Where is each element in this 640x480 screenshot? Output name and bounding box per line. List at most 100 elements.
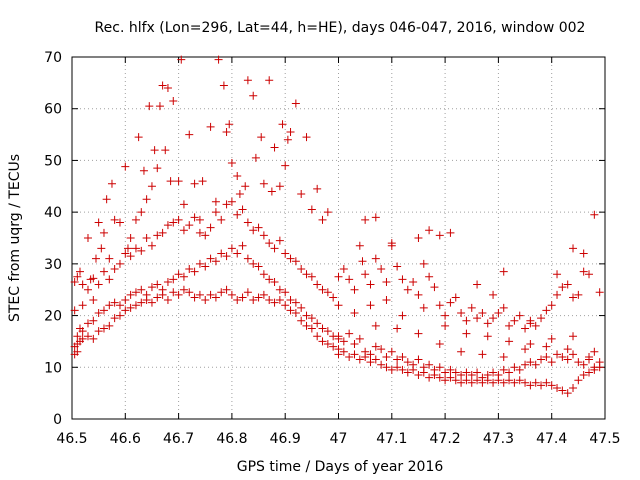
data-point	[419, 368, 428, 377]
data-point	[553, 383, 562, 392]
data-point	[478, 308, 487, 317]
y-tick-label: 10	[44, 360, 62, 376]
data-point	[153, 164, 162, 173]
data-point	[537, 355, 546, 364]
data-point	[217, 249, 226, 258]
data-point	[505, 321, 514, 330]
data-point	[478, 350, 487, 359]
data-point	[398, 311, 407, 320]
data-point	[219, 81, 228, 90]
data-point	[254, 223, 263, 232]
data-point	[387, 347, 396, 356]
data-point	[286, 254, 295, 263]
data-point	[393, 324, 402, 333]
data-point	[233, 296, 242, 305]
data-point	[313, 332, 322, 341]
data-point	[563, 280, 572, 289]
data-point	[297, 303, 306, 312]
data-point	[126, 290, 135, 299]
data-point	[137, 246, 146, 255]
data-point	[318, 285, 327, 294]
y-tick-labels: 0 10 20 30 40 50 60 70	[44, 50, 62, 428]
data-point	[254, 262, 263, 271]
data-point	[462, 329, 471, 338]
data-point	[323, 340, 332, 349]
data-point	[105, 301, 114, 310]
data-point	[281, 288, 290, 297]
data-point	[99, 267, 108, 276]
data-point	[358, 257, 367, 266]
data-point	[139, 166, 148, 175]
data-point	[73, 272, 82, 281]
data-point	[126, 303, 135, 312]
data-point	[350, 285, 359, 294]
data-point	[553, 350, 562, 359]
data-point	[441, 368, 450, 377]
data-point	[307, 272, 316, 281]
data-point	[371, 342, 380, 351]
data-point	[510, 378, 519, 387]
data-point	[393, 262, 402, 271]
data-point	[355, 355, 364, 364]
data-point	[227, 159, 236, 168]
data-point	[515, 311, 524, 320]
data-point	[323, 327, 332, 336]
data-point	[102, 195, 111, 204]
data-point	[211, 257, 220, 266]
data-point	[270, 277, 279, 286]
data-point	[275, 296, 284, 305]
data-point	[123, 244, 132, 253]
data-point	[238, 241, 247, 250]
data-point	[278, 120, 287, 129]
data-point	[297, 265, 306, 274]
data-point	[398, 365, 407, 374]
data-point	[169, 288, 178, 297]
data-point	[142, 234, 151, 242]
data-point	[377, 345, 386, 354]
data-point	[590, 347, 599, 356]
data-point	[318, 324, 327, 333]
data-point	[217, 215, 226, 224]
data-point	[542, 342, 551, 351]
data-point	[409, 277, 418, 286]
data-point	[590, 210, 599, 219]
data-point	[121, 249, 130, 258]
data-point	[473, 376, 482, 385]
data-point	[206, 122, 215, 131]
data-point	[105, 321, 114, 330]
data-point	[94, 308, 103, 317]
data-point	[222, 200, 231, 209]
data-point	[190, 267, 199, 276]
data-point	[547, 301, 556, 310]
data-point	[254, 293, 263, 302]
data-point	[361, 352, 370, 361]
data-point	[265, 275, 274, 284]
data-point	[526, 340, 535, 349]
data-point	[185, 221, 194, 230]
x-tick-label: 47	[330, 431, 348, 447]
data-point	[499, 365, 508, 374]
data-point	[302, 321, 311, 330]
data-point	[201, 262, 210, 271]
data-point	[105, 254, 114, 263]
data-point	[585, 270, 594, 279]
x-tick-labels: 46.5 46.6 46.7 46.8 46.9 47 47.1 47.2 47.3 47.4 47…	[56, 431, 620, 447]
x-tick-label: 47.5	[589, 431, 620, 447]
data-point	[190, 293, 199, 302]
data-point	[211, 197, 220, 206]
data-point	[361, 215, 370, 224]
data-point	[313, 184, 322, 193]
data-point	[265, 76, 274, 85]
y-tick-label: 0	[53, 412, 62, 428]
data-point	[334, 350, 343, 359]
y-tick-label: 60	[44, 102, 62, 118]
data-point	[259, 290, 268, 299]
data-point	[225, 120, 234, 129]
data-point	[163, 277, 172, 286]
data-point	[169, 275, 178, 284]
data-point	[355, 334, 364, 343]
data-point	[195, 228, 204, 237]
data-point	[371, 321, 380, 330]
data-point	[574, 376, 583, 385]
data-point	[345, 275, 354, 284]
